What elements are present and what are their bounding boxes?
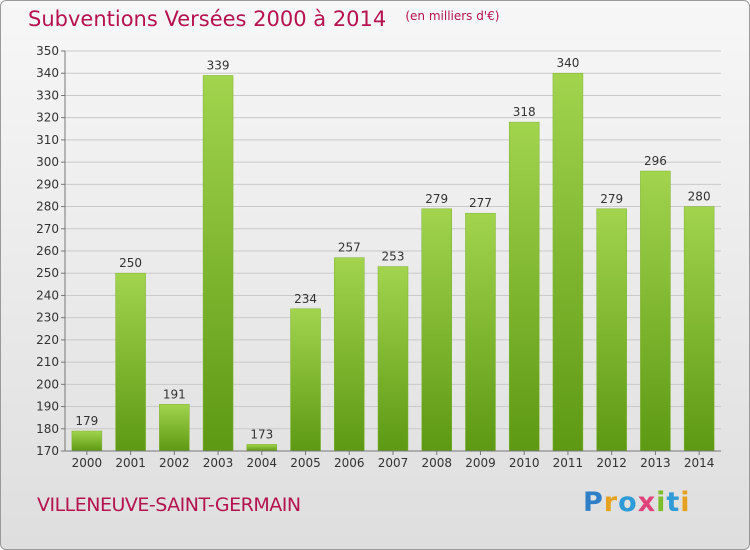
data-label: 340 [556, 56, 579, 70]
y-tick-label: 230 [36, 311, 59, 325]
bar [508, 121, 540, 452]
x-tick-label: 2005 [290, 456, 321, 470]
y-tick-label: 290 [36, 177, 59, 191]
data-label: 173 [250, 427, 273, 441]
y-tick-label: 280 [36, 200, 59, 214]
y-tick-label: 270 [36, 222, 59, 236]
y-axis: 170 180 190 200 210 220 230 240 250 260 270 280 290 3… [36, 44, 66, 458]
y-tick-label: 200 [36, 377, 59, 391]
data-label: 250 [119, 256, 142, 270]
bar [202, 75, 234, 452]
title-row: Subventions Versées 2000 à 2014 (en mill… [28, 7, 499, 31]
x-tick-label: 2007 [378, 456, 409, 470]
data-label: 179 [75, 414, 98, 428]
bar [334, 257, 365, 452]
x-tick-label: 2013 [640, 456, 671, 470]
x-axis: 2000 2001 2002 2003 2004 2005 2006 2007 2008 2009… [65, 450, 721, 470]
data-label: 279 [425, 192, 448, 206]
bar [290, 308, 321, 452]
y-tick-label: 330 [36, 88, 59, 102]
bar [71, 430, 103, 452]
bar [421, 208, 452, 452]
bar [596, 208, 627, 452]
data-label: 191 [163, 387, 186, 401]
data-label: 339 [207, 58, 230, 72]
x-tick-label: 2003 [203, 456, 234, 470]
bar [683, 206, 715, 452]
x-tick-label: 2011 [553, 456, 584, 470]
x-tick-label: 2002 [159, 456, 190, 470]
x-tick-label: 2000 [72, 456, 103, 470]
y-tick-label: 240 [36, 288, 59, 302]
y-tick-label: 350 [36, 44, 59, 58]
data-label: 279 [600, 192, 623, 206]
x-tick-label: 2012 [596, 456, 627, 470]
data-label: 318 [513, 105, 536, 119]
x-tick-label: 2014 [684, 456, 715, 470]
y-tick-label: 220 [36, 333, 59, 347]
bar [246, 444, 278, 452]
chart-subtitle: (en milliers d'€) [405, 9, 500, 23]
y-tick-label: 190 [36, 400, 59, 414]
x-tick-label: 2009 [465, 456, 496, 470]
city-name: VILLENEUVE-SAINT-GERMAIN [37, 494, 301, 516]
y-tick-label: 170 [36, 444, 59, 458]
y-tick-label: 250 [36, 266, 59, 280]
bar-chart: 170 180 190 200 210 220 230 240 250 260 270 280 290 3… [36, 44, 721, 470]
bar [640, 170, 671, 452]
y-tick-label: 310 [36, 133, 59, 147]
x-tick-label: 2004 [247, 456, 278, 470]
data-label: 296 [644, 154, 667, 168]
bar [115, 272, 146, 452]
data-label: 234 [294, 292, 317, 306]
data-label: 253 [382, 250, 405, 264]
y-tick-label: 210 [36, 355, 59, 369]
x-tick-label: 2010 [509, 456, 540, 470]
data-label: 280 [688, 190, 711, 204]
x-tick-label: 2006 [334, 456, 365, 470]
y-tick-label: 320 [36, 111, 59, 125]
bar [377, 266, 409, 452]
data-label: 257 [338, 241, 361, 255]
bar [552, 72, 584, 452]
bars: 179 250 191 339 173 234 257 253 279 277 318 340 279 2… [71, 56, 715, 452]
x-tick-label: 2001 [115, 456, 146, 470]
x-tick-label: 2008 [421, 456, 452, 470]
y-tick-label: 260 [36, 244, 59, 258]
chart-title: Subventions Versées 2000 à 2014 [28, 7, 387, 31]
y-tick-label: 180 [36, 422, 59, 436]
data-label: 277 [469, 196, 492, 210]
proxiti-logo: Proxiti [583, 487, 691, 518]
y-tick-label: 300 [36, 155, 59, 169]
y-tick-label: 340 [36, 66, 59, 80]
bar [159, 404, 190, 452]
bar [465, 212, 496, 452]
